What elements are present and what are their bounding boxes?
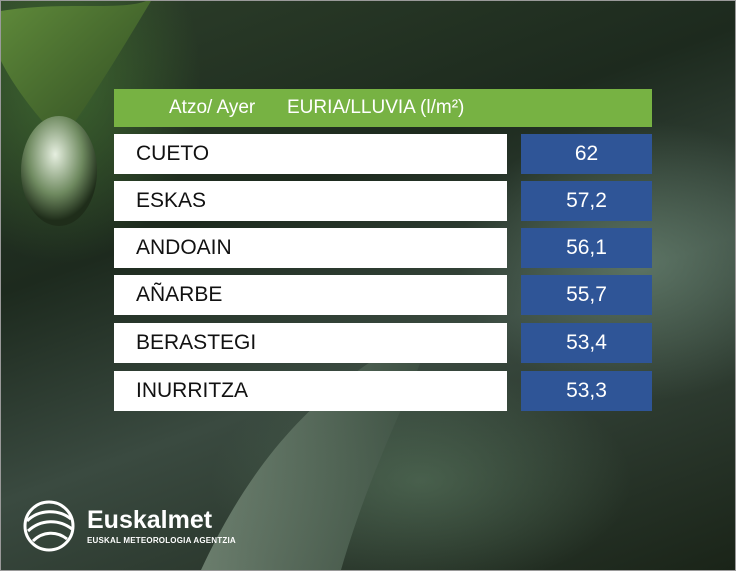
logo-icon — [25, 510, 73, 543]
rainfall-value: 53,4 — [521, 323, 652, 363]
station-name: INURRITZA — [114, 371, 507, 411]
logo-subtitle: EUSKAL METEOROLOGIA AGENTZIA — [87, 536, 236, 545]
header-title: EURIA/LLUVIA (l/m²) — [287, 97, 465, 118]
rainfall-value: 56,1 — [521, 228, 652, 268]
logo-icon — [23, 500, 75, 552]
station-name: BERASTEGI — [114, 323, 507, 363]
rainfall-value: 55,7 — [521, 275, 652, 315]
header-bar: Atzo/ Ayer EURIA/LLUVIA (l/m²) — [114, 89, 652, 127]
leaf — [1, 1, 151, 141]
logo-name: Euskalmet — [87, 506, 213, 534]
station-name: AÑARBE — [114, 275, 507, 315]
rainfall-value: 62 — [521, 134, 652, 174]
station-name: CUETO — [114, 134, 507, 174]
station-name: ANDOAIN — [114, 228, 507, 268]
leaf — [201, 331, 425, 570]
rainfall-value: 57,2 — [521, 181, 652, 221]
rainfall-value: 53,3 — [521, 371, 652, 411]
header-label: Atzo/ Ayer — [169, 97, 256, 118]
water-drop — [21, 116, 97, 226]
station-name: ESKAS — [114, 181, 507, 221]
